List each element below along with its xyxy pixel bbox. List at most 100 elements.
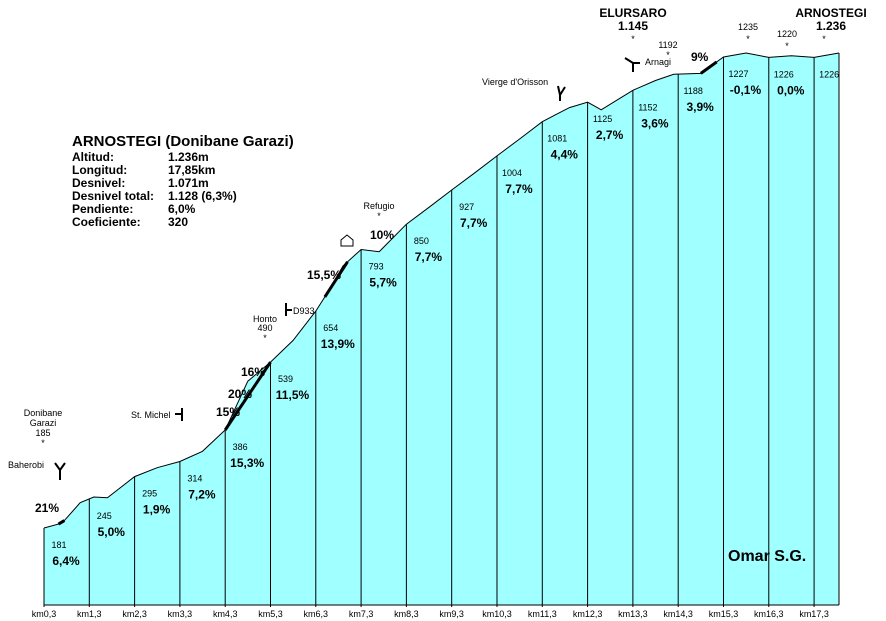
summary-value: 17,85km xyxy=(168,163,216,177)
place-st-michel-label: St. Michel xyxy=(131,410,171,420)
place-elursaro-alt: 1.145 xyxy=(618,19,648,33)
summary-row-longitud: Longitud: 17,85km xyxy=(72,164,294,177)
junction-bar-icon xyxy=(285,303,292,316)
steep-label: 10% xyxy=(370,228,394,242)
segment-altitude-label: 850 xyxy=(414,236,429,246)
place-1235-alt: 1235 xyxy=(738,22,758,32)
km-tick-label: km6,3 xyxy=(304,609,329,619)
place-refugio-label: Refugio xyxy=(363,201,394,211)
y-junction-icon xyxy=(557,85,566,101)
segment-gradient-label: 3,6% xyxy=(641,116,669,130)
place-1220-alt: 1220 xyxy=(777,29,797,39)
km-tick-label: km14,3 xyxy=(663,609,693,619)
summary-value: 1.071m xyxy=(168,176,209,190)
segment-altitude-label: 245 xyxy=(97,511,112,521)
segment-altitude-label: 1226 xyxy=(819,69,839,79)
summary-label: Desnivel: xyxy=(72,176,126,190)
junction-bar-icon xyxy=(175,408,183,421)
summary-label: Longitud: xyxy=(72,163,128,177)
km-tick-label: km12,3 xyxy=(573,609,603,619)
segment-altitude-label: 314 xyxy=(187,473,202,483)
place-honto-label: Honto xyxy=(253,314,277,324)
place-arnagi-alt: 1192 xyxy=(658,40,677,50)
place-arnostegi-alt: 1.236 xyxy=(816,19,846,33)
km-tick-label: km2,3 xyxy=(122,609,147,619)
segment-altitude-label: 793 xyxy=(369,261,384,271)
profile-area-group xyxy=(43,52,840,606)
steep-ramp-15-20-16 xyxy=(223,361,272,431)
profile-area-fill xyxy=(44,53,839,605)
segment-altitude-label: 539 xyxy=(278,374,293,384)
segment-altitude-label: 181 xyxy=(51,540,66,550)
summary-row-pendiente: Pendiente: 6,0% xyxy=(72,203,294,216)
segment-gradient-label: 3,9% xyxy=(687,100,715,114)
segment-gradient-label: 15,3% xyxy=(230,456,264,470)
segment-dividers-group xyxy=(88,56,815,605)
segment-gradient-label: 11,5% xyxy=(276,388,310,402)
segment-altitude-label: 1226 xyxy=(774,69,794,79)
junction-arrow-icon xyxy=(624,57,640,72)
km-tick-label: km10,3 xyxy=(482,609,512,619)
climb-summary-panel: ARNOSTEGI (Donibane Garazi) Altitud: 1.23… xyxy=(72,133,294,229)
place-elursaro-marker: * xyxy=(631,34,635,44)
km-tick-label: km1,3 xyxy=(77,609,102,619)
place-donibane-line2: Garazi xyxy=(30,418,57,428)
km-tick-label: km15,3 xyxy=(709,609,739,619)
steep-ramp-21 xyxy=(57,519,66,526)
km-tick-label: km4,3 xyxy=(213,609,238,619)
km-tick-label: km3,3 xyxy=(168,609,193,619)
profile-line xyxy=(43,52,840,529)
place-baherobi-label: Baherobi xyxy=(8,460,44,470)
summary-value: 1.128 (6,3%) xyxy=(168,189,237,203)
segment-gradient-label: 4,4% xyxy=(551,148,579,162)
place-arnostegi-marker: * xyxy=(822,34,826,44)
km-tick-label: km8,3 xyxy=(394,609,419,619)
summary-value: 1.236m xyxy=(168,150,209,164)
place-arnostegi-name: ARNOSTEGI xyxy=(795,6,866,20)
summary-row-altitud: Altitud: 1.236m xyxy=(72,151,294,164)
steep-label: 16% xyxy=(241,365,265,379)
segment-gradient-label: 1,9% xyxy=(143,503,171,517)
segment-gradient-label: 2,7% xyxy=(596,128,624,142)
segment-gradient-label: -0,1% xyxy=(730,83,762,97)
place-annotations-group: Donibane Garazi 185 * Baherobi St. Miche… xyxy=(8,6,867,480)
steep-ramp-15-5 xyxy=(323,260,349,298)
segment-altitude-label: 1188 xyxy=(684,86,703,96)
segment-labels-group: 181 6,4% 245 5,0% 295 1,9% 314 7,2% 386 15,3% 539 1… xyxy=(51,69,839,568)
place-1235-marker: * xyxy=(746,34,750,44)
segment-altitude-label: 386 xyxy=(233,442,248,452)
km-tick-label: km17,3 xyxy=(799,609,829,619)
place-elursaro-name: ELURSARO xyxy=(599,6,666,20)
segment-altitude-label: 1004 xyxy=(502,168,522,178)
shelter-icon xyxy=(340,234,354,247)
km-tick-label: km16,3 xyxy=(754,609,784,619)
segment-gradient-label: 13,9% xyxy=(321,337,355,351)
km-tick-label: km5,3 xyxy=(258,609,283,619)
summary-row-coeficiente: Coeficiente: 320 xyxy=(72,216,294,229)
summary-label: Desnivel total: xyxy=(72,189,155,203)
place-1220-marker: * xyxy=(785,41,789,51)
segment-gradient-label: 6,4% xyxy=(52,554,80,568)
place-arnagi-label: Arnagi xyxy=(645,57,671,67)
summary-row-desnivel: Desnivel: 1.071m xyxy=(72,177,294,190)
place-refugio-marker: * xyxy=(377,211,381,221)
summary-value: 320 xyxy=(168,215,189,229)
segment-gradient-label: 5,0% xyxy=(98,525,126,539)
segment-altitude-label: 654 xyxy=(323,323,338,333)
summary-value: 6,0% xyxy=(168,202,196,216)
km-tick-label: km0,3 xyxy=(32,609,57,619)
summary-label: Altitud: xyxy=(72,150,114,164)
km-tick-label: km7,3 xyxy=(349,609,374,619)
summary-row-desnivel-total: Desnivel total: 1.128 (6,3%) xyxy=(72,190,294,203)
km-tick-label: km13,3 xyxy=(618,609,648,619)
segment-gradient-label: 7,7% xyxy=(415,250,443,264)
steep-label: 15,5% xyxy=(307,268,341,282)
place-honto-alt: 490 xyxy=(257,323,272,333)
place-donibane-marker: * xyxy=(41,438,45,448)
place-donibane-alt: 185 xyxy=(35,428,50,438)
place-arnagi-marker: * xyxy=(666,50,670,60)
steep-label: 21% xyxy=(35,501,59,515)
place-d933-label: D933 xyxy=(293,306,315,316)
place-donibane-line1: Donibane xyxy=(24,408,63,418)
climb-title: ARNOSTEGI (Donibane Garazi) xyxy=(72,133,294,150)
